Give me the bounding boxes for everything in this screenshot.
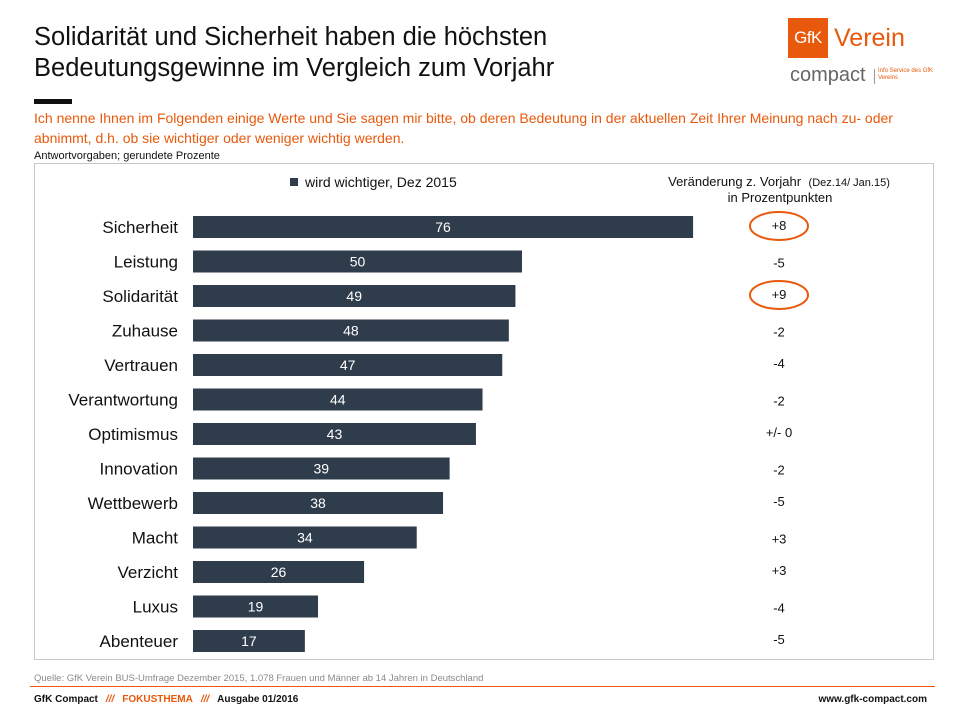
bar-luxus	[193, 595, 319, 618]
footer: GfK Compact /// FOKUSTHEMA /// Ausgabe 01/20…	[34, 694, 298, 705]
value-label-verzicht: 26	[271, 564, 287, 580]
change-label-leistung: -5	[773, 256, 785, 271]
value-label-optimismus: 43	[327, 426, 343, 442]
value-label-verantwortung: 44	[330, 392, 346, 408]
source-note: Quelle: GfK Verein BUS-Umfrage Dezember …	[34, 673, 484, 684]
change-header-line1: Veränderung z. Vorjahr	[668, 174, 802, 189]
category-label-luxus: Luxus	[133, 598, 178, 617]
footer-brand: GfK Compact	[34, 694, 98, 705]
bar-verantwortung	[193, 388, 483, 411]
change-header-line2: in Prozentpunkten	[728, 190, 833, 205]
bar-innovation	[193, 457, 450, 480]
highlight-ring-solidaritaet	[749, 280, 809, 310]
change-label-abenteuer: -5	[773, 632, 785, 647]
category-label-verzicht: Verzicht	[118, 563, 179, 582]
category-label-abenteuer: Abenteuer	[100, 632, 179, 651]
value-label-luxus: 19	[248, 599, 264, 615]
value-label-macht: 34	[297, 530, 313, 546]
change-label-verantwortung: -2	[773, 394, 785, 409]
bar-zuhause	[193, 319, 509, 342]
gfk-logo-mark: GfK	[788, 18, 828, 58]
change-label-verzicht: +3	[772, 563, 787, 578]
change-label-luxus: -4	[773, 601, 785, 616]
highlight-ring-sicherheit	[749, 211, 809, 241]
footer-issue: Ausgabe 01/2016	[217, 694, 299, 705]
title-underline	[34, 99, 72, 104]
category-label-wettbewerb: Wettbewerb	[88, 494, 178, 513]
change-label-macht: +3	[772, 532, 787, 547]
change-label-innovation: -2	[773, 463, 785, 478]
value-label-zuhause: 48	[343, 323, 359, 339]
footer-rule	[30, 686, 935, 687]
category-label-solidaritaet: Solidarität	[102, 287, 178, 306]
gfk-verein-logo: GfK Verein compact Info Service des GfK …	[788, 18, 938, 90]
value-label-innovation: 39	[314, 461, 330, 477]
bar-wettbewerb	[193, 492, 444, 514]
chart-frame	[34, 163, 934, 660]
value-label-sicherheit: 76	[435, 219, 451, 235]
legend-marker	[290, 178, 298, 186]
bar-leistung	[193, 250, 522, 273]
value-label-abenteuer: 17	[241, 633, 257, 649]
title-line-2: Bedeutungsgewinne im Vergleich zum Vorja…	[34, 54, 555, 82]
footer-separator: ///	[200, 694, 210, 705]
logo-verein-text: Verein	[834, 24, 905, 52]
category-label-innovation: Innovation	[100, 460, 178, 479]
footer-url[interactable]: www.gfk-compact.com	[818, 694, 927, 705]
category-label-vertrauen: Vertrauen	[104, 356, 178, 375]
change-label-zuhause: -2	[773, 325, 785, 340]
footer-section: FOKUSTHEMA	[122, 694, 193, 705]
category-label-zuhause: Zuhause	[112, 322, 178, 341]
change-label-optimismus: +/- 0	[766, 425, 792, 440]
value-label-leistung: 50	[350, 254, 366, 270]
bar-solidaritaet	[193, 285, 516, 307]
category-label-verantwortung: Verantwortung	[68, 391, 178, 410]
logo-divider	[874, 69, 875, 84]
bar-optimismus	[193, 423, 476, 445]
bar-sicherheit	[193, 216, 694, 238]
footer-separator: ///	[105, 694, 115, 705]
logo-compact-text: compact	[790, 64, 866, 86]
bar-macht	[193, 526, 417, 549]
category-label-optimismus: Optimismus	[88, 425, 178, 444]
page-title: Solidarität und Sicherheit haben die höc…	[34, 22, 554, 84]
change-label-vertrauen: -4	[773, 356, 785, 371]
legend-label: wird wichtiger, Dez 2015	[304, 174, 457, 190]
change-label-sicherheit: +8	[772, 218, 787, 233]
bar-abenteuer	[193, 630, 305, 652]
change-label-wettbewerb: -5	[773, 494, 785, 509]
change-header-note: (Dez.14/ Jan.15)	[809, 177, 890, 189]
logo-tagline: Info Service des GfK Vereins	[878, 68, 934, 81]
value-label-wettbewerb: 38	[310, 495, 326, 511]
bar-series: Sicherheit 76 +8 Leistung 50 -5 Solidarität 49 +…	[68, 211, 809, 652]
bar-verzicht	[193, 561, 365, 583]
bar-vertrauen	[193, 354, 503, 376]
survey-question: Ich nenne Ihnen im Folgenden einige Wert…	[34, 110, 893, 146]
title-line-1: Solidarität und Sicherheit haben die höc…	[34, 23, 548, 51]
change-header: Veränderung z. Vorjahr (Dez.14/ Jan.15)	[668, 173, 890, 190]
value-label-vertrauen: 47	[340, 357, 356, 373]
value-label-solidaritaet: 49	[346, 288, 362, 304]
change-label-solidaritaet: +9	[772, 287, 787, 302]
answer-note: Antwortvorgaben; gerundete Prozente	[34, 150, 220, 162]
category-label-leistung: Leistung	[114, 253, 178, 272]
category-label-macht: Macht	[132, 529, 179, 548]
category-label-sicherheit: Sicherheit	[102, 218, 178, 237]
